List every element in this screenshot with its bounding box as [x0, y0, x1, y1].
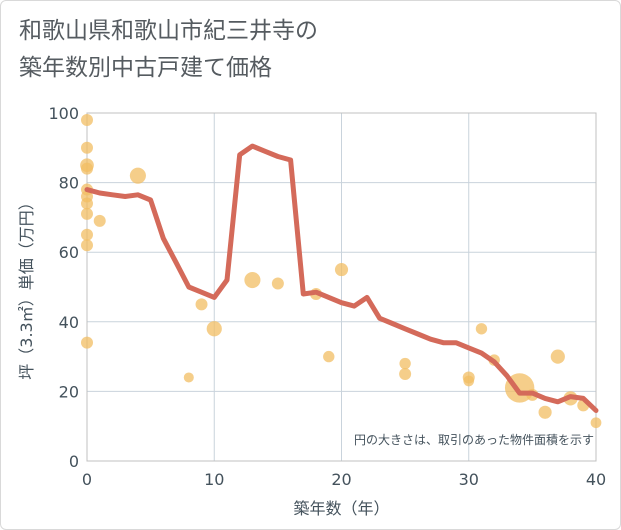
y-tick-label-40: 40 — [59, 313, 79, 332]
x-tick-label-30: 30 — [459, 470, 479, 489]
y-axis-label: 坪（3.3㎡）単価（万円） — [17, 194, 36, 379]
chart-title: 和歌山県和歌山市紀三井寺の 築年数別中古戸建て価格 — [19, 18, 318, 81]
plot-frame — [86, 112, 597, 462]
bubble-point-12 — [129, 167, 146, 184]
bubble-point-21 — [399, 357, 411, 370]
bubble-point-29 — [538, 405, 552, 419]
bubble-point-16 — [244, 271, 261, 289]
bubble-point-3 — [81, 162, 93, 175]
bubble-point-0 — [81, 113, 93, 126]
bubble-point-19 — [323, 350, 335, 363]
bubble-point-25 — [475, 323, 488, 335]
bubble-point-15 — [206, 321, 222, 337]
bubble-size-note: 円の大きさは、取引のあった物件面積を示す — [354, 432, 594, 447]
bubble-point-9 — [81, 239, 93, 252]
x-tick-label-20: 20 — [331, 470, 351, 489]
bubble-point-1 — [81, 141, 93, 154]
bubble-point-30 — [550, 349, 565, 364]
bubble-point-10 — [81, 336, 93, 349]
y-tick-label-100: 100 — [48, 104, 79, 123]
bubble-point-20 — [334, 263, 349, 277]
x-tick-label-0: 0 — [82, 470, 92, 489]
bubble-point-22 — [399, 368, 412, 380]
bubble-point-24 — [463, 375, 475, 387]
bubble-point-8 — [81, 228, 93, 241]
bubble-point-11 — [93, 214, 106, 227]
y-tick-label-0: 0 — [69, 452, 79, 471]
bubble-point-17 — [271, 277, 284, 290]
x-tick-label-10: 10 — [204, 470, 224, 489]
bubble-point-13 — [183, 372, 194, 383]
grid-lines — [86, 112, 597, 462]
y-tick-label-60: 60 — [59, 243, 79, 262]
y-tick-label-80: 80 — [59, 174, 79, 193]
bubble-point-7 — [81, 207, 93, 220]
tick-labels: 0 10 20 30 40 0 20 40 60 80 100 — [48, 104, 606, 489]
x-tick-label-40: 40 — [586, 470, 606, 489]
y-tick-label-20: 20 — [59, 382, 79, 401]
bubble-point-6 — [81, 197, 93, 210]
x-axis-label: 築年数（年） — [293, 499, 389, 518]
bubble-point-33 — [590, 417, 602, 429]
bubble-series — [80, 113, 602, 429]
trend-line — [84, 143, 599, 413]
bubble-point-14 — [195, 298, 208, 311]
